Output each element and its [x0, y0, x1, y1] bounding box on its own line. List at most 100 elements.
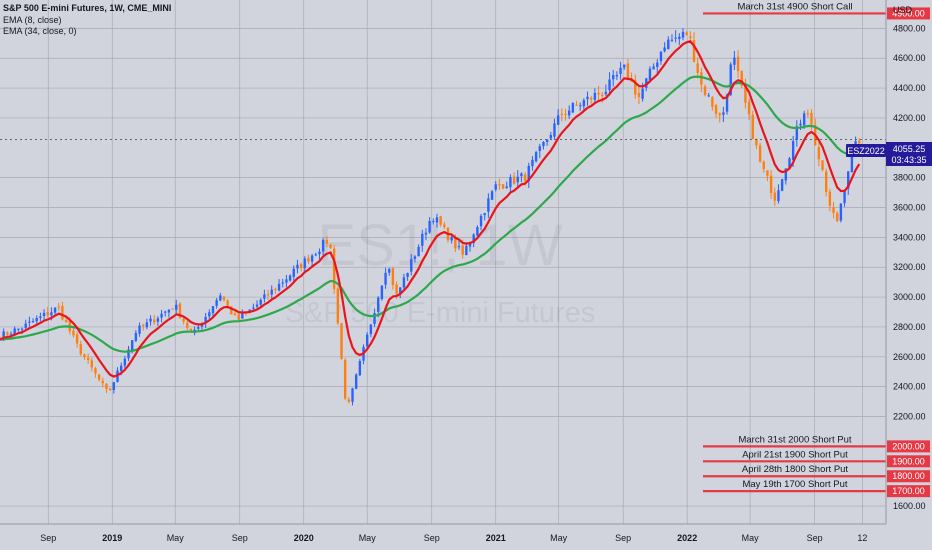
candle-body — [645, 78, 648, 88]
candle-body — [325, 239, 329, 244]
candle-body — [450, 237, 453, 241]
annotation-label: April 21st 1900 Short Put — [742, 449, 848, 460]
time-tick-label: May — [742, 533, 760, 543]
candle-body — [619, 67, 622, 74]
candle-body — [281, 282, 284, 284]
candle-body — [369, 324, 373, 335]
candle-body — [318, 251, 321, 255]
candle-body — [421, 233, 424, 246]
time-axis[interactable]: Sep 2019 May Sep 2020 May Sep 2021 May Sep 2022 May… — [40, 533, 867, 543]
candle-body — [692, 40, 696, 62]
candle-body — [61, 305, 64, 320]
price-tag: ESZ2022 4055.25 03:43:35 — [846, 142, 932, 166]
candle-body — [659, 51, 663, 62]
candle-body — [836, 213, 839, 221]
price-tag-bg — [886, 142, 932, 166]
price-tick-label: 3800.00 — [893, 173, 926, 183]
candle-body — [105, 383, 108, 390]
candle-body — [711, 97, 714, 107]
candle-body — [509, 177, 512, 188]
candle-body — [483, 213, 486, 216]
candle-body — [75, 334, 79, 344]
candle-body — [222, 296, 226, 300]
candle-body — [314, 254, 317, 256]
candle-body — [388, 269, 391, 273]
candle-body — [417, 246, 420, 257]
candle-body — [626, 63, 630, 81]
price-tick-label: 3400.00 — [893, 232, 926, 242]
candle-body — [285, 279, 288, 283]
candle-body — [589, 98, 593, 100]
candle-body — [817, 146, 821, 160]
candle-body — [208, 312, 211, 317]
candle-body — [97, 374, 101, 380]
candle-body — [90, 360, 93, 368]
candle-body — [648, 68, 652, 81]
price-tick-label: 3600.00 — [893, 203, 926, 213]
ticker-tag: ESZ2022 — [847, 146, 885, 156]
price-axis[interactable]: USD 4800.00 4600.00 4400.00 4200.00 3800.00 3… — [893, 5, 926, 511]
candle-body — [858, 140, 861, 144]
candle-body — [663, 47, 666, 52]
candle-body — [171, 308, 174, 310]
candle-body — [219, 295, 222, 301]
candle-body — [553, 123, 556, 137]
candle-body — [608, 79, 611, 90]
candle-body — [674, 37, 677, 39]
candle-body — [17, 328, 20, 330]
candle-body — [83, 354, 86, 358]
candle-body — [512, 176, 516, 184]
candle-body — [424, 232, 428, 235]
time-tick-label: Sep — [40, 533, 56, 543]
candle-body — [766, 170, 769, 176]
candle-body — [50, 312, 53, 316]
time-tick-label: May — [359, 533, 377, 543]
candle-body — [233, 313, 237, 316]
candle-body — [545, 139, 549, 142]
time-tick-label: May — [550, 533, 568, 543]
price-tick-label: 2800.00 — [893, 322, 926, 332]
candle-body — [582, 100, 586, 107]
candle-body — [391, 268, 395, 286]
candle-body — [35, 317, 38, 322]
annotation-tag: 1900.00 — [892, 456, 925, 466]
annotation-tag-bg — [887, 440, 930, 453]
candle-body — [42, 312, 46, 316]
candle-body — [593, 92, 597, 100]
candle-body — [586, 96, 589, 100]
candle-body — [410, 259, 413, 272]
candle-body — [366, 334, 369, 347]
time-tick-label: 2022 — [677, 533, 697, 543]
candle-body — [145, 322, 149, 328]
candle-body — [402, 277, 406, 288]
candle-body — [336, 288, 340, 324]
candle-body — [358, 360, 362, 376]
candle-body — [758, 145, 762, 162]
candle-body — [175, 304, 178, 310]
ema-8-line — [0, 40, 861, 378]
candle-body — [299, 263, 303, 269]
candle-body — [292, 268, 295, 277]
candle-body — [24, 323, 27, 328]
candle-body — [850, 149, 854, 173]
candle-body — [46, 312, 49, 316]
candle-body — [237, 314, 240, 320]
candle-body — [310, 255, 314, 262]
candle-body — [31, 321, 35, 323]
candle-body — [722, 112, 725, 115]
candle-body — [740, 70, 743, 86]
candle-body — [777, 190, 780, 202]
candle-body — [799, 123, 802, 126]
candle-body — [725, 94, 729, 112]
annotation-tag: 1700.00 — [892, 486, 925, 496]
candle-body — [130, 340, 134, 351]
time-tick-label: 12 — [857, 533, 867, 543]
price-tick-label: 4600.00 — [893, 53, 926, 63]
chart-legend: S&P 500 E-mini Futures, 1W, CME_MINI EMA… — [3, 3, 171, 38]
candle-body — [252, 307, 255, 309]
candle-body — [806, 113, 810, 115]
candle-body — [270, 289, 273, 295]
candle-body — [182, 318, 185, 322]
candle-body — [377, 297, 380, 312]
